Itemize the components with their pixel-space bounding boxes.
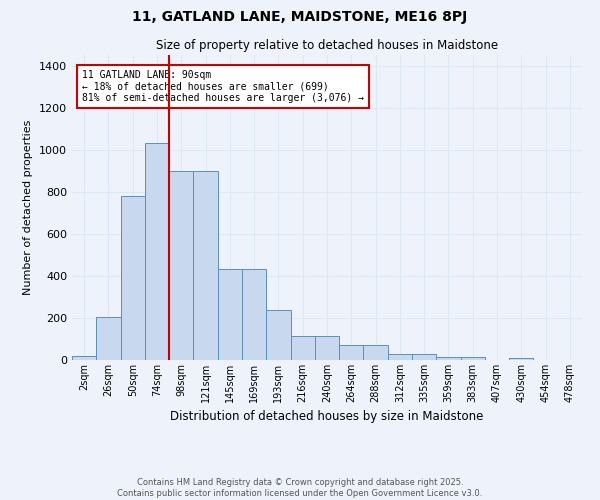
Bar bbox=[72, 356, 96, 360]
Bar bbox=[121, 196, 145, 360]
Bar bbox=[290, 336, 315, 360]
X-axis label: Distribution of detached houses by size in Maidstone: Distribution of detached houses by size … bbox=[170, 410, 484, 424]
Bar bbox=[193, 170, 218, 360]
Bar bbox=[242, 268, 266, 360]
Bar bbox=[169, 170, 193, 360]
Bar bbox=[509, 358, 533, 360]
Bar bbox=[315, 336, 339, 360]
Y-axis label: Number of detached properties: Number of detached properties bbox=[23, 120, 34, 295]
Title: Size of property relative to detached houses in Maidstone: Size of property relative to detached ho… bbox=[156, 40, 498, 52]
Bar bbox=[388, 354, 412, 360]
Text: 11, GATLAND LANE, MAIDSTONE, ME16 8PJ: 11, GATLAND LANE, MAIDSTONE, ME16 8PJ bbox=[133, 10, 467, 24]
Bar bbox=[96, 317, 121, 360]
Text: 11 GATLAND LANE: 90sqm
← 18% of detached houses are smaller (699)
81% of semi-de: 11 GATLAND LANE: 90sqm ← 18% of detached… bbox=[82, 70, 364, 103]
Bar bbox=[266, 310, 290, 360]
Text: Contains HM Land Registry data © Crown copyright and database right 2025.
Contai: Contains HM Land Registry data © Crown c… bbox=[118, 478, 482, 498]
Bar bbox=[412, 354, 436, 360]
Bar bbox=[461, 358, 485, 360]
Bar bbox=[145, 144, 169, 360]
Bar bbox=[339, 346, 364, 360]
Bar bbox=[364, 346, 388, 360]
Bar bbox=[218, 268, 242, 360]
Bar bbox=[436, 358, 461, 360]
